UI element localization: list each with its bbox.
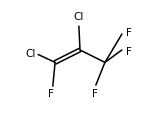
Text: F: F xyxy=(48,89,53,99)
Text: F: F xyxy=(126,28,132,38)
Text: F: F xyxy=(126,47,132,57)
Text: Cl: Cl xyxy=(74,12,84,22)
Text: Cl: Cl xyxy=(25,49,35,59)
Text: F: F xyxy=(92,89,98,99)
